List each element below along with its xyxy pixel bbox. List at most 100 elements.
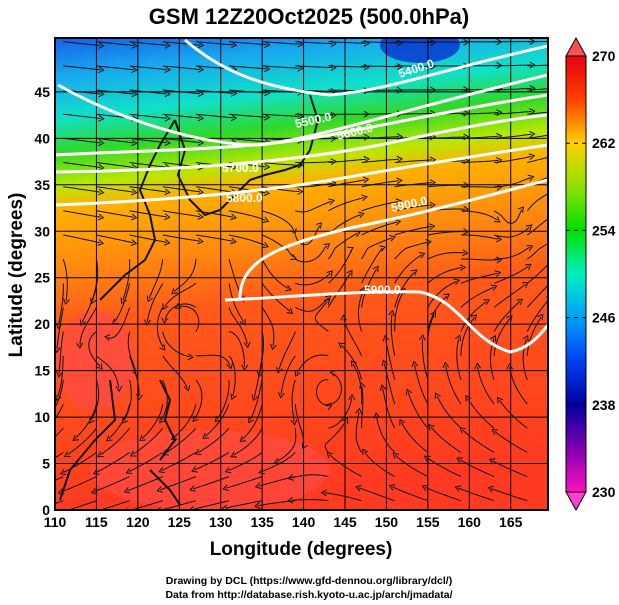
streamline: [460, 112, 499, 115]
streamline: [295, 272, 331, 286]
streamline: [228, 137, 267, 143]
streamline-arrowhead: [506, 363, 514, 370]
streamline-arrowhead: [528, 130, 536, 138]
streamline-arrowhead: [226, 362, 234, 370]
streamline-arrowhead: [115, 385, 123, 393]
streamline: [361, 237, 393, 260]
streamline: [178, 305, 200, 332]
x-tick-label: 130: [209, 514, 233, 530]
streamline: [96, 41, 135, 46]
streamline: [227, 451, 263, 472]
streamline: [55, 500, 64, 505]
streamline-arrowhead: [525, 224, 533, 231]
streamline: [224, 500, 263, 509]
streamline: [527, 242, 548, 260]
streamline: [129, 210, 167, 218]
streamline: [328, 197, 365, 212]
streamline: [96, 89, 135, 95]
streamline-arrowhead: [230, 41, 238, 49]
streamline: [159, 476, 197, 491]
streamline: [278, 331, 296, 370]
streamline-arrowhead: [164, 90, 171, 98]
streamline: [361, 268, 377, 308]
streamline: [421, 338, 429, 381]
streamline-arrowhead: [396, 63, 404, 71]
streamline: [228, 89, 267, 94]
streamline-arrowhead: [139, 434, 146, 442]
streamline: [460, 286, 495, 308]
streamline-arrowhead: [430, 39, 437, 46]
streamline: [108, 403, 131, 440]
streamline: [63, 162, 101, 168]
streamline-arrowhead: [372, 265, 379, 273]
streamline-arrowhead: [239, 318, 246, 326]
colorbar-tick-label: 254: [592, 222, 616, 238]
streamline-arrowhead: [355, 407, 363, 415]
streamline: [94, 476, 130, 493]
streamline-arrowhead: [357, 211, 365, 219]
streamline: [392, 486, 429, 502]
streamline-arrowhead: [197, 114, 205, 122]
streamline-arrowhead: [453, 278, 461, 286]
streamline: [361, 201, 399, 212]
streamline-arrowhead: [97, 213, 105, 221]
streamline-arrowhead: [389, 234, 396, 242]
streamline-arrowhead: [155, 506, 163, 510]
streamline: [63, 210, 101, 218]
streamline-arrowhead: [290, 253, 297, 261]
streamline: [233, 427, 263, 456]
streamline: [162, 113, 201, 119]
streamline: [123, 379, 132, 421]
streamline-arrowhead: [164, 114, 171, 122]
streamline: [277, 428, 297, 462]
streamline: [343, 318, 363, 357]
streamline-arrowhead: [290, 228, 297, 235]
gridlines: [55, 38, 548, 510]
streamline: [494, 133, 532, 139]
streamline: [527, 64, 548, 67]
streamline-arrowhead: [131, 188, 138, 196]
x-tick-label: 120: [126, 514, 150, 530]
streamline-arrowhead: [63, 298, 70, 305]
x-tick-label: 140: [292, 514, 316, 530]
streamline-arrowhead: [189, 485, 196, 492]
streamline: [129, 89, 168, 95]
streamline: [90, 379, 100, 421]
streamline: [55, 476, 64, 481]
streamline: [328, 65, 367, 68]
streamline: [427, 136, 466, 139]
streamline: [382, 388, 396, 429]
streamline: [96, 162, 134, 168]
streamline-arrowhead: [294, 370, 301, 377]
streamline: [340, 344, 363, 381]
streamline: [395, 454, 429, 478]
streamline: [79, 307, 97, 345]
x-tick-label: 150: [375, 514, 399, 530]
streamline: [526, 316, 542, 356]
streamline-arrowhead: [130, 213, 138, 221]
streamline-arrowhead: [132, 369, 139, 377]
contour-label: 5700.0: [222, 161, 259, 175]
streamline: [96, 186, 134, 193]
streamline-arrowhead: [262, 216, 270, 223]
streamline-arrowhead: [362, 176, 370, 184]
y-tick-label: 45: [34, 84, 50, 100]
streamline: [228, 41, 267, 46]
streamline-arrowhead: [163, 238, 171, 246]
streamline-arrowhead: [323, 243, 331, 250]
streamline: [96, 234, 134, 244]
streamline-arrowhead: [459, 427, 466, 434]
streamline: [164, 303, 197, 320]
streamline: [198, 427, 230, 454]
streamline: [261, 452, 296, 473]
colorbar-lower-extend: [565, 491, 587, 512]
colorbar-tick-label: 238: [592, 397, 616, 413]
streamline: [194, 451, 230, 471]
streamline-arrowhead: [496, 183, 503, 191]
streamline-arrowhead: [428, 423, 435, 431]
streamline-arrowhead: [192, 415, 199, 423]
y-tick-label: 25: [34, 270, 50, 286]
streamline: [100, 427, 130, 456]
streamline: [394, 241, 429, 260]
